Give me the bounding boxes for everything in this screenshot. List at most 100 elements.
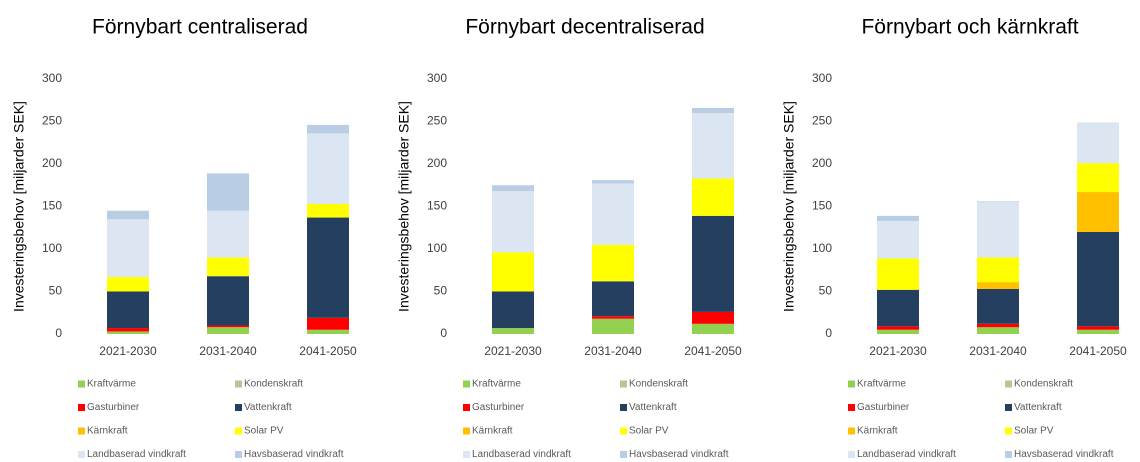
y-tick-label: 100 xyxy=(812,241,832,255)
bar-segment xyxy=(877,289,919,327)
bar-segment xyxy=(1077,326,1119,330)
y-tick-label: 50 xyxy=(49,284,63,298)
bar-segment xyxy=(307,317,349,330)
chart-title: Förnybart och kärnkraft xyxy=(861,16,1078,39)
legend-swatch xyxy=(78,451,85,458)
legend-label: Vattenkraft xyxy=(1014,402,1062,413)
legend-swatch xyxy=(620,427,627,435)
bar-segment xyxy=(307,124,349,134)
y-axis-title: Investeringsbehov [miljarder SEK] xyxy=(781,101,797,312)
y-tick-label: 0 xyxy=(55,326,62,340)
y-tick-label: 200 xyxy=(42,156,62,170)
bar-segment xyxy=(207,325,249,328)
bar-segment xyxy=(977,257,1019,283)
bar-segment xyxy=(207,276,249,326)
legend-label: Landbaserad vindkraft xyxy=(472,449,571,460)
legend-swatch xyxy=(848,427,855,435)
bar-segment xyxy=(592,281,634,317)
y-tick-label: 0 xyxy=(440,326,447,340)
bar-segment xyxy=(1077,163,1119,193)
bar-segment xyxy=(207,173,249,211)
legend-label: Kraftvärme xyxy=(87,379,136,390)
legend-label: Kraftvärme xyxy=(472,379,521,390)
bar-segment xyxy=(492,191,534,253)
legend-swatch xyxy=(235,451,242,458)
bar-segment xyxy=(877,326,919,330)
bar-segment xyxy=(592,180,634,184)
legend-label: Kraftvärme xyxy=(857,379,906,390)
legend-swatch xyxy=(235,427,242,435)
bar-segment xyxy=(307,203,349,218)
bar-segment xyxy=(307,133,349,204)
x-tick-label: 2021-2030 xyxy=(869,344,927,358)
bar-segment xyxy=(877,215,919,221)
bar-segment xyxy=(1077,232,1119,327)
legend-label: Kondenskraft xyxy=(244,379,303,390)
bar-segment xyxy=(107,291,149,329)
legend-label: Havsbaserad vindkraft xyxy=(629,449,729,460)
bar-segment xyxy=(107,210,149,220)
x-tick-label: 2021-2030 xyxy=(484,344,542,358)
legend-label: Landbaserad vindkraft xyxy=(857,449,956,460)
legend-swatch xyxy=(463,451,470,458)
bar-segment xyxy=(692,311,734,324)
y-tick-label: 300 xyxy=(427,71,447,85)
legend-swatch xyxy=(78,427,85,435)
legend-swatch xyxy=(848,404,855,411)
bar-segment xyxy=(107,328,149,332)
legend-label: Solar PV xyxy=(244,426,284,437)
bar-segment xyxy=(207,257,249,277)
legend-label: Kärnkraft xyxy=(472,426,513,437)
bar-segment xyxy=(977,282,1019,289)
bar-segment xyxy=(877,258,919,290)
bar-segment xyxy=(107,331,149,334)
y-axis-title: Investeringsbehov [miljarder SEK] xyxy=(11,101,27,312)
legend-label: Solar PV xyxy=(629,426,669,437)
y-tick-label: 200 xyxy=(427,156,447,170)
y-tick-label: 250 xyxy=(427,114,447,128)
bar-segment xyxy=(207,210,249,258)
bar-segment xyxy=(492,252,534,292)
bar-segment xyxy=(107,277,149,292)
legend-swatch xyxy=(620,380,627,388)
bar-segment xyxy=(977,202,1019,258)
bar-segment xyxy=(492,328,534,334)
legend-swatch xyxy=(848,451,855,458)
legend-label: Kärnkraft xyxy=(857,426,898,437)
legend-swatch xyxy=(235,380,242,388)
bar-segment xyxy=(307,329,349,334)
legend-swatch xyxy=(1005,380,1012,388)
chart-title: Förnybart decentraliserad xyxy=(465,16,704,39)
x-tick-label: 2031-2040 xyxy=(199,344,257,358)
legend-swatch xyxy=(235,404,242,411)
bar-segment xyxy=(592,244,634,282)
legend-label: Kärnkraft xyxy=(87,426,128,437)
bar-segment xyxy=(1077,192,1119,232)
legend-swatch xyxy=(463,427,470,435)
bar-segment xyxy=(877,329,919,334)
legend-label: Kondenskraft xyxy=(1014,379,1073,390)
bar-segment xyxy=(877,220,919,259)
legend-swatch xyxy=(620,404,627,411)
bar-segment xyxy=(1077,122,1119,164)
legend-swatch xyxy=(1005,451,1012,458)
legend-label: Gasturbiner xyxy=(857,402,910,413)
legend-swatch xyxy=(620,451,627,458)
x-tick-label: 2041-2050 xyxy=(684,344,742,358)
y-tick-label: 250 xyxy=(42,114,62,128)
bar-segment xyxy=(977,201,1019,203)
y-tick-label: 250 xyxy=(812,114,832,128)
y-tick-label: 150 xyxy=(42,199,62,213)
legend-swatch xyxy=(463,404,470,411)
y-tick-label: 100 xyxy=(427,241,447,255)
bar-segment xyxy=(592,316,634,319)
y-tick-label: 150 xyxy=(812,199,832,213)
legend-label: Gasturbiner xyxy=(472,402,525,413)
y-tick-label: 50 xyxy=(819,284,833,298)
y-tick-label: 300 xyxy=(42,71,62,85)
y-tick-label: 300 xyxy=(812,71,832,85)
bar-segment xyxy=(692,113,734,179)
x-tick-label: 2031-2040 xyxy=(584,344,642,358)
y-axis-title: Investeringsbehov [miljarder SEK] xyxy=(396,101,412,312)
bar-segment xyxy=(692,323,734,334)
